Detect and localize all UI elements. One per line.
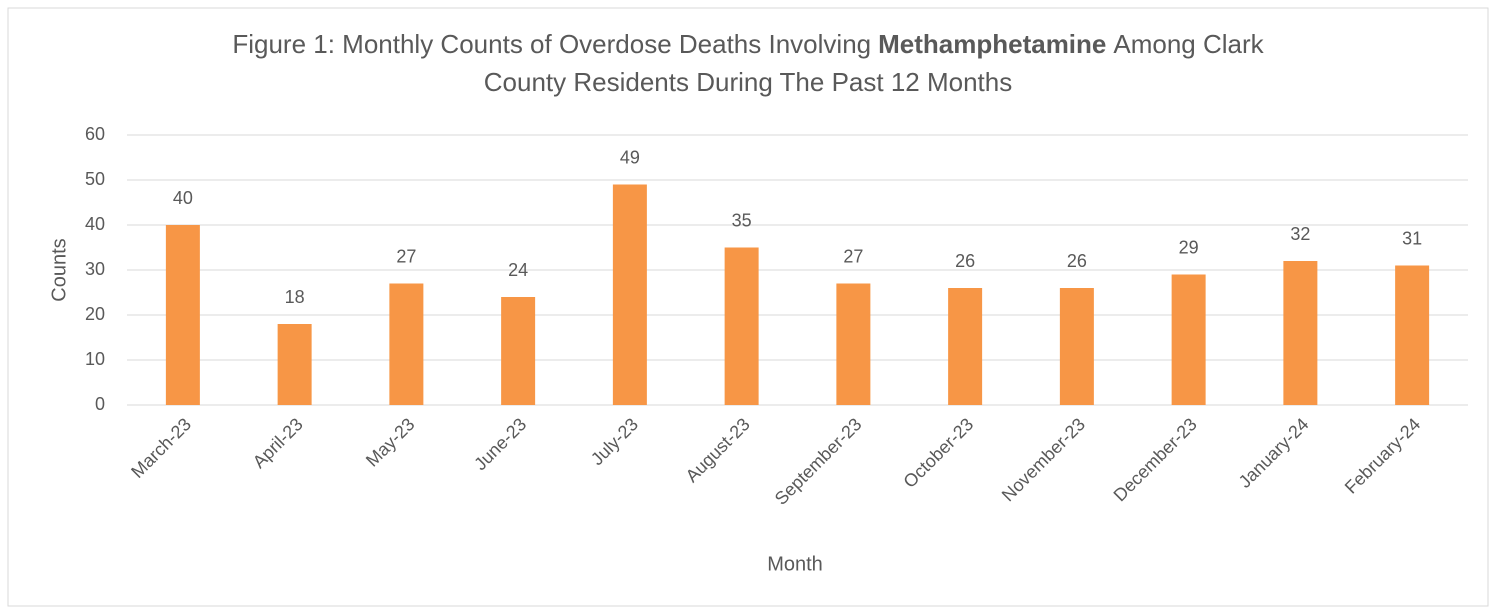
bar (948, 288, 983, 405)
bar (836, 283, 871, 405)
data-label: 32 (1290, 224, 1310, 244)
bar (501, 297, 536, 405)
y-axis-label: Counts (48, 238, 70, 301)
data-label: 24 (508, 260, 528, 280)
data-label: 49 (620, 147, 640, 167)
data-label: 29 (1179, 237, 1199, 257)
chart-title: County Residents During The Past 12 Mont… (484, 67, 1012, 97)
y-tick-label: 10 (85, 349, 105, 369)
data-label: 40 (173, 188, 193, 208)
bar (277, 324, 312, 405)
data-label: 27 (396, 246, 416, 266)
bar (389, 283, 424, 405)
y-tick-label: 40 (85, 214, 105, 234)
y-tick-label: 20 (85, 304, 105, 324)
bar (724, 247, 759, 405)
data-label: 27 (843, 246, 863, 266)
y-tick-label: 60 (85, 124, 105, 144)
data-label: 26 (955, 251, 975, 271)
data-label: 31 (1402, 228, 1422, 248)
y-tick-label: 50 (85, 169, 105, 189)
chart-title: Figure 1: Monthly Counts of Overdose Dea… (232, 29, 1264, 59)
title-part: Methamphetamine (878, 29, 1106, 59)
bar (165, 225, 200, 405)
y-tick-label: 0 (95, 394, 105, 414)
bar (1171, 274, 1206, 405)
y-tick-label: 30 (85, 259, 105, 279)
title-part: Figure 1: Monthly Counts of Overdose Dea… (232, 29, 871, 59)
title-part: Among Clark (1113, 29, 1264, 59)
data-label: 35 (732, 210, 752, 230)
x-axis-label: Month (767, 553, 823, 575)
bar (612, 184, 647, 405)
bar (1059, 288, 1094, 405)
data-label: 18 (285, 287, 305, 307)
bar (1395, 265, 1430, 405)
data-label: 26 (1067, 251, 1087, 271)
bar (1283, 261, 1318, 405)
